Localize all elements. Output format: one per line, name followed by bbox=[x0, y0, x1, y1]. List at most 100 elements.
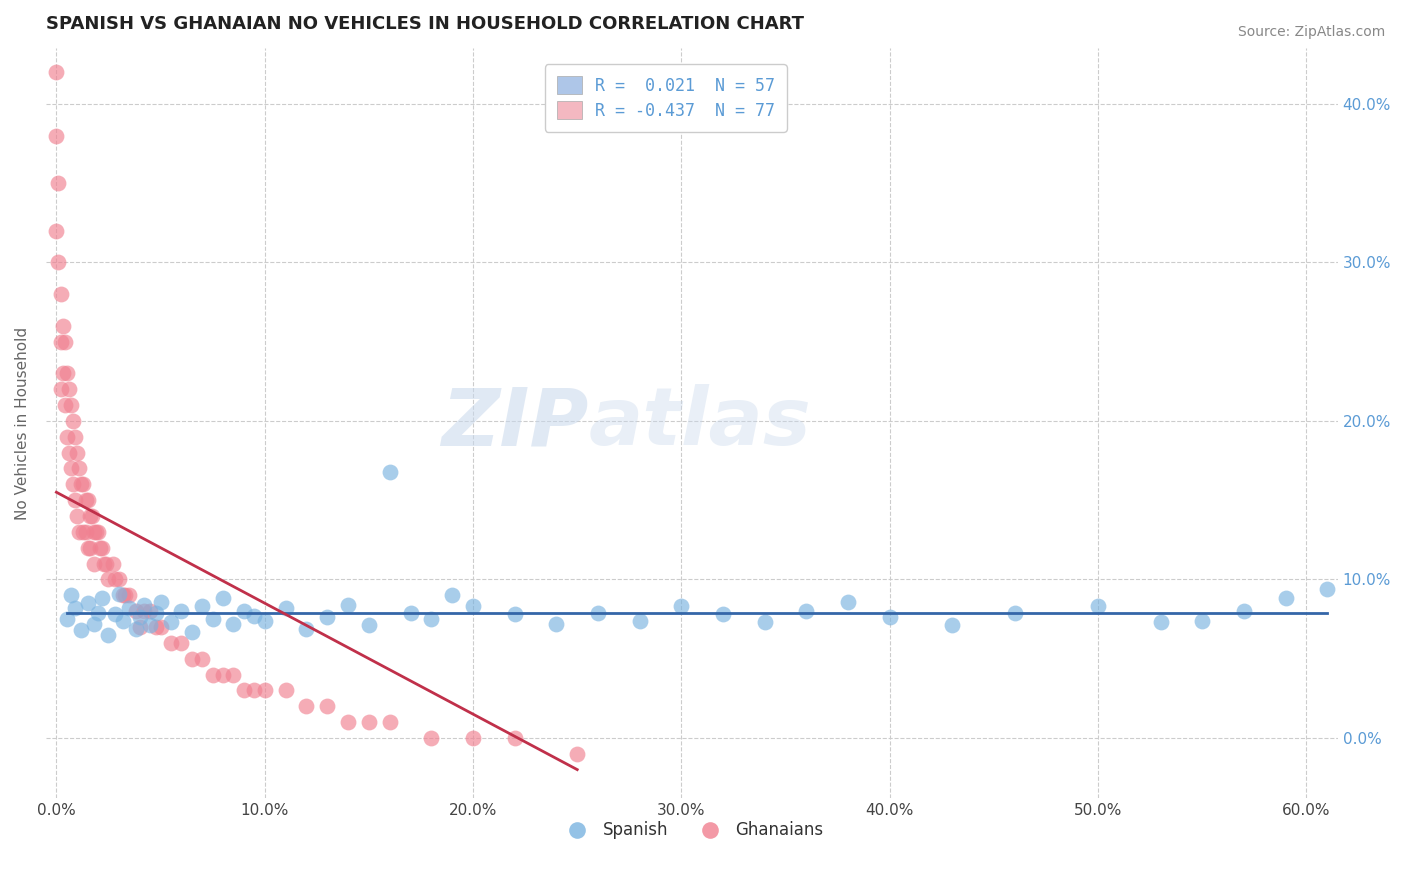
Point bbox=[93, 557, 115, 571]
Point bbox=[145, 606, 167, 620]
Point bbox=[145, 620, 167, 634]
Point bbox=[441, 588, 464, 602]
Point bbox=[70, 623, 93, 637]
Point bbox=[101, 557, 124, 571]
Point bbox=[58, 382, 80, 396]
Legend: Spanish, Ghanaians: Spanish, Ghanaians bbox=[554, 814, 830, 846]
Point bbox=[546, 616, 568, 631]
Point bbox=[48, 255, 70, 269]
Point bbox=[132, 604, 155, 618]
Point bbox=[63, 493, 86, 508]
Point bbox=[108, 573, 131, 587]
Point bbox=[67, 524, 90, 539]
Point bbox=[201, 612, 224, 626]
Point bbox=[232, 683, 254, 698]
Point bbox=[91, 591, 114, 606]
Point bbox=[1004, 606, 1026, 620]
Point bbox=[180, 624, 202, 639]
Point bbox=[222, 616, 245, 631]
Point bbox=[378, 465, 401, 479]
Point bbox=[87, 524, 110, 539]
Point bbox=[212, 667, 235, 681]
Point bbox=[170, 604, 193, 618]
Point bbox=[232, 604, 254, 618]
Point bbox=[170, 636, 193, 650]
Point bbox=[49, 334, 72, 349]
Text: atlas: atlas bbox=[589, 384, 811, 462]
Point bbox=[796, 604, 818, 618]
Point bbox=[399, 606, 422, 620]
Y-axis label: No Vehicles in Household: No Vehicles in Household bbox=[15, 326, 30, 520]
Point bbox=[243, 608, 266, 623]
Point bbox=[114, 588, 136, 602]
Point bbox=[191, 651, 214, 665]
Point bbox=[337, 714, 360, 729]
Point bbox=[62, 477, 84, 491]
Point bbox=[49, 287, 72, 301]
Point bbox=[83, 616, 105, 631]
Point bbox=[879, 610, 901, 624]
Point bbox=[295, 622, 318, 636]
Point bbox=[76, 493, 98, 508]
Point bbox=[274, 601, 297, 615]
Point bbox=[128, 610, 150, 624]
Point bbox=[503, 731, 526, 745]
Point bbox=[80, 508, 103, 523]
Point bbox=[420, 612, 443, 626]
Point bbox=[45, 224, 67, 238]
Point bbox=[357, 714, 380, 729]
Point bbox=[66, 508, 89, 523]
Point bbox=[70, 477, 93, 491]
Point bbox=[118, 601, 141, 615]
Point bbox=[76, 541, 98, 555]
Point bbox=[586, 606, 609, 620]
Point bbox=[628, 614, 651, 628]
Point bbox=[108, 587, 131, 601]
Point bbox=[84, 524, 107, 539]
Point bbox=[59, 588, 82, 602]
Point bbox=[97, 628, 120, 642]
Point bbox=[357, 618, 380, 632]
Point bbox=[191, 599, 214, 614]
Point bbox=[79, 508, 101, 523]
Point bbox=[67, 461, 90, 475]
Point bbox=[48, 176, 70, 190]
Point bbox=[1149, 615, 1171, 630]
Point bbox=[52, 367, 75, 381]
Point bbox=[75, 524, 97, 539]
Point bbox=[83, 557, 105, 571]
Point bbox=[461, 599, 484, 614]
Point bbox=[461, 731, 484, 745]
Text: SPANISH VS GHANAIAN NO VEHICLES IN HOUSEHOLD CORRELATION CHART: SPANISH VS GHANAIAN NO VEHICLES IN HOUSE… bbox=[46, 15, 804, 33]
Point bbox=[243, 683, 266, 698]
Point bbox=[503, 607, 526, 622]
Point bbox=[56, 430, 79, 444]
Point bbox=[180, 651, 202, 665]
Point bbox=[75, 493, 97, 508]
Point bbox=[711, 607, 734, 622]
Point bbox=[49, 382, 72, 396]
Point bbox=[112, 588, 135, 602]
Point bbox=[89, 541, 111, 555]
Point bbox=[63, 430, 86, 444]
Point bbox=[837, 594, 859, 608]
Point bbox=[104, 573, 127, 587]
Point bbox=[62, 414, 84, 428]
Point bbox=[53, 334, 76, 349]
Point bbox=[337, 598, 360, 612]
Point bbox=[96, 557, 118, 571]
Point bbox=[124, 622, 146, 636]
Point bbox=[63, 601, 86, 615]
Point bbox=[59, 398, 82, 412]
Point bbox=[253, 614, 276, 628]
Point bbox=[754, 615, 776, 630]
Point bbox=[79, 541, 101, 555]
Point bbox=[45, 65, 67, 79]
Point bbox=[45, 128, 67, 143]
Point bbox=[118, 588, 141, 602]
Point bbox=[52, 318, 75, 333]
Point bbox=[212, 591, 235, 606]
Point bbox=[132, 598, 155, 612]
Point bbox=[124, 604, 146, 618]
Point bbox=[139, 618, 162, 632]
